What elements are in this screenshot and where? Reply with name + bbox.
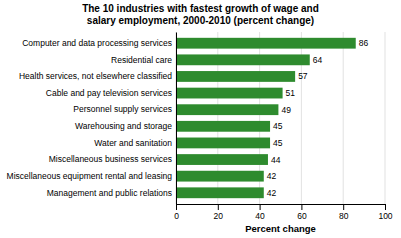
bar (176, 71, 295, 82)
tick: Warehousing and storage (75, 121, 172, 131)
tick: Management and public relations (47, 188, 172, 198)
tick-label: Miscellaneous business services (49, 154, 172, 164)
y-axis: Management and public relations Miscellan… (7, 33, 177, 205)
tick-label: Cable and pay television services (46, 88, 172, 98)
bar (176, 88, 283, 99)
bar (176, 187, 264, 198)
tick-label: Computer and data processing services (22, 38, 172, 48)
data-label: 57 (298, 71, 308, 81)
tick-label: Residential care (111, 55, 172, 65)
tick-label: 20 (214, 211, 224, 221)
tick-label: Personnel supply services (73, 104, 172, 114)
tick: Computer and data processing services (22, 38, 172, 48)
tick-mark (385, 204, 386, 210)
title: The 10 industries with fastest growth of… (82, 3, 319, 26)
tick-label: Water and sanitation (94, 138, 172, 148)
tick: 0 (174, 204, 179, 221)
grid-line (385, 32, 386, 204)
tick: Residential care (111, 55, 172, 65)
x-axis: 0 20 40 60 80 100 (174, 204, 393, 221)
bar (176, 138, 270, 149)
tick: Miscellaneous business services (49, 154, 172, 164)
data-label: 42 (267, 171, 277, 181)
tick-label: Warehousing and storage (75, 121, 172, 131)
tick-mark (301, 204, 302, 210)
tick-label: 60 (297, 211, 307, 221)
tick-label: 80 (339, 211, 349, 221)
tick-label: 0 (174, 211, 179, 221)
axis-line (177, 205, 386, 211)
tick-mark (343, 204, 344, 210)
tick-label: 100 (378, 211, 392, 221)
plot: 42 42 44 45 45 49 5157 64 86 0 20 40 60 80 100 Manageme… (7, 32, 393, 221)
bar (176, 54, 310, 65)
tick-label: Miscellaneous equipment rental and leasi… (7, 171, 173, 181)
data-label: 45 (273, 121, 283, 131)
data-label: 64 (313, 55, 323, 65)
tick: 20 (214, 204, 224, 221)
tick-label: Management and public relations (47, 188, 172, 198)
tick: 80 (339, 204, 349, 221)
bars (176, 38, 356, 198)
tick: Water and sanitation (94, 138, 172, 148)
tick: Miscellaneous equipment rental and leasi… (7, 171, 173, 181)
tick: Personnel supply services (73, 104, 172, 114)
bar (176, 104, 278, 115)
bar (176, 154, 268, 165)
bar (176, 171, 264, 182)
data-label: 51 (286, 88, 296, 98)
tick: Health services, not elsewhere classifie… (19, 71, 172, 81)
tick: 60 (297, 204, 307, 221)
data-label: 44 (271, 155, 281, 165)
grid-line (176, 32, 177, 204)
bar (176, 38, 356, 49)
tick-label: 40 (255, 211, 265, 221)
tick-mark (176, 204, 177, 210)
data-label: 49 (281, 105, 291, 115)
tick-mark (260, 204, 261, 210)
data-label: 42 (267, 188, 277, 198)
chart: 42 42 44 45 45 49 5157 64 86 0 20 40 60 80 100 Manageme… (0, 0, 401, 238)
axis-line (176, 33, 177, 205)
tick-label: Health services, not elsewhere classifie… (19, 71, 172, 81)
tick: 40 (255, 204, 265, 221)
tick: 100 (378, 204, 392, 221)
x-axis-title: Percent change (245, 223, 316, 234)
grid (176, 32, 385, 204)
bar (176, 121, 270, 132)
data-labels: 42 42 44 45 45 49 5157 64 86 (267, 38, 369, 198)
data-label: 45 (273, 138, 283, 148)
grid-line (343, 32, 344, 204)
tick-mark (218, 204, 219, 210)
tick: Cable and pay television services (46, 88, 172, 98)
data-label: 86 (359, 38, 369, 48)
